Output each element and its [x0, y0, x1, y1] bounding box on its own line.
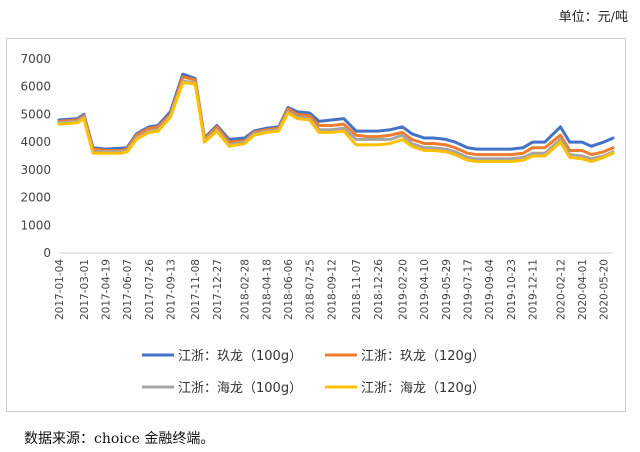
x-tick-label: 2017-03-01 — [79, 259, 91, 320]
series-line-4 — [57, 81, 615, 163]
y-tick-label: 2000 — [20, 191, 51, 205]
y-tick-label: 5000 — [20, 107, 51, 121]
x-tick-label: 2018-11-07 — [351, 259, 363, 320]
x-tick-label: 2017-07-26 — [144, 259, 156, 320]
x-tick-label: 2017-01-04 — [54, 259, 66, 320]
series-line-2 — [57, 75, 615, 157]
unit-label: 单位：元/吨 — [558, 10, 628, 25]
line-chart: 0 1000 2000 3000 4000 5000 6000 7000 2017-01-04… — [20, 52, 615, 396]
legend-label: 江浙：海龙（120g） — [361, 381, 485, 396]
x-tick-label: 2017-09-13 — [165, 259, 177, 320]
x-tick-label: 2019-07-17 — [463, 259, 475, 320]
x-tick-label: 2018-09-12 — [326, 259, 338, 320]
y-tick-label: 7000 — [20, 52, 51, 66]
y-tick-label: 1000 — [20, 218, 51, 232]
x-tick-label: 2019-10-23 — [506, 259, 518, 320]
x-tick-label: 2019-09-04 — [484, 259, 496, 320]
x-tick-label: 2018-06-06 — [283, 259, 295, 320]
chart-frame: 0 1000 2000 3000 4000 5000 6000 7000 2017-01-04… — [6, 38, 626, 412]
legend-label: 江浙：海龙（100g） — [178, 381, 302, 396]
legend-label: 江浙：玖龙（100g） — [178, 348, 302, 364]
x-tick-label: 2019-05-29 — [441, 259, 453, 320]
x-tick-label: 2017-12-27 — [212, 259, 224, 320]
x-tick-label: 2018-02-28 — [240, 259, 252, 320]
x-tick-label: 2017-11-08 — [190, 259, 202, 320]
x-tick-label: 2017-06-07 — [122, 259, 134, 320]
x-tick-label: 2020-04-01 — [577, 259, 589, 320]
x-tick-label: 2017-04-19 — [100, 259, 112, 320]
x-tick-label: 2019-02-20 — [398, 259, 410, 320]
y-tick-label: 6000 — [20, 80, 51, 94]
legend-label: 江浙：玖龙（120g） — [361, 348, 485, 364]
y-tick-label: 4000 — [20, 135, 51, 149]
x-tick-label: 2018-07-25 — [305, 259, 317, 320]
source-label: 数据来源：choice 金融终端。 — [24, 431, 215, 447]
x-tick-label: 2019-12-11 — [528, 259, 540, 320]
x-tick-label: 2018-04-18 — [261, 259, 273, 320]
y-tick-label: 0 — [43, 246, 51, 260]
y-tick-label: 3000 — [20, 163, 51, 177]
x-tick-label: 2020-05-20 — [599, 259, 611, 320]
x-tick-label: 2018-12-26 — [373, 259, 385, 320]
x-tick-label: 2020-02-12 — [555, 259, 567, 320]
x-tick-label: 2019-04-10 — [419, 259, 431, 320]
